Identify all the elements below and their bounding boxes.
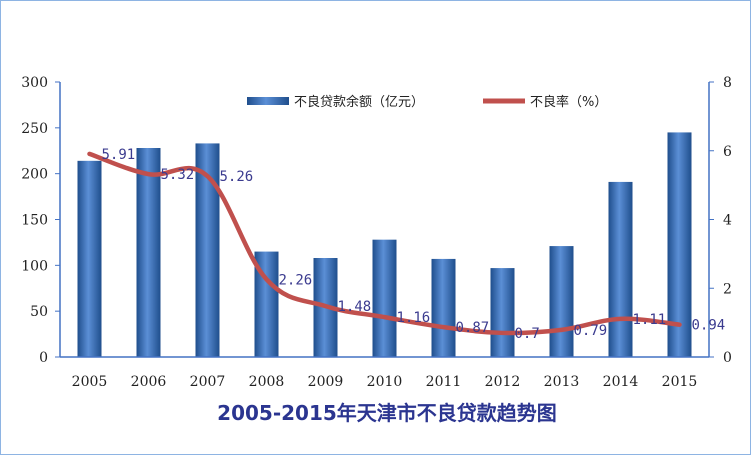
x-tick-label-2011: 2011 (426, 374, 462, 390)
line-data-label-2005: 5.91 (102, 147, 136, 163)
line-data-label-2015: 0.94 (692, 318, 726, 334)
left-tick-label: 250 (21, 121, 48, 137)
line-point-2014 (619, 317, 622, 321)
line-point-2013 (560, 328, 563, 332)
line-point-2005 (88, 152, 91, 156)
left-tick-label: 100 (21, 258, 48, 274)
right-tick-label: 8 (723, 75, 732, 91)
line-data-label-2006: 5.32 (161, 167, 195, 183)
line-data-label-2010: 1.16 (397, 310, 431, 326)
right-y-axis: 0 2 4 6 8 (708, 75, 732, 366)
left-tick-label: 150 (21, 213, 48, 229)
right-tick-label: 6 (723, 144, 732, 160)
x-tick-label-2012: 2012 (485, 374, 521, 390)
line-data-labels: 5.91 5.32 5.26 2.26 1.48 1.16 0.87 0.7 0.79 1.11 0… (102, 147, 726, 342)
x-tick-label-2009: 2009 (308, 374, 344, 390)
line-series (87, 151, 682, 336)
line-point-2008 (265, 277, 268, 281)
line-npl-ratio (87, 151, 682, 336)
line-data-label-2012: 0.7 (515, 326, 540, 342)
x-tick-label-2005: 2005 (72, 374, 108, 390)
line-point-2006 (147, 172, 150, 176)
chart-title: 2005-2015年天津市不良贷款趋势图 (217, 401, 557, 425)
bar-2011 (431, 258, 456, 357)
bar-2014 (608, 181, 633, 357)
bar-2006 (136, 148, 161, 357)
line-point-2007 (206, 174, 209, 178)
bar-2005 (77, 160, 102, 357)
x-tick-label-2008: 2008 (249, 374, 285, 390)
left-tick-label: 300 (21, 75, 48, 91)
left-tick-label: 50 (30, 304, 48, 320)
legend-label-bar: 不良贷款余额（亿元） (294, 94, 424, 110)
x-tick-label-2013: 2013 (544, 374, 580, 390)
x-axis: 2005 2006 2007 2008 2009 2010 2011 2012 2013 2014… (60, 356, 709, 390)
bar-2010 (372, 239, 397, 357)
x-tick-label-2010: 2010 (367, 374, 403, 390)
right-tick-label: 0 (723, 350, 732, 366)
line-data-label-2011: 0.87 (456, 320, 490, 336)
line-data-label-2014: 1.11 (633, 312, 667, 328)
x-tick-label-2014: 2014 (603, 374, 639, 390)
line-data-label-2007: 5.26 (220, 169, 254, 185)
line-point-2015 (678, 323, 681, 327)
right-tick-label: 2 (723, 281, 732, 297)
legend-label-line: 不良率（%） (530, 94, 607, 110)
legend: 不良贷款余额（亿元） 不良率（%） (247, 94, 607, 110)
left-y-axis: 0 50 100 150 200 250 300 (21, 75, 61, 366)
bar-2012 (490, 268, 515, 357)
right-tick-label: 4 (723, 213, 732, 229)
legend-swatch-bar (247, 97, 289, 105)
line-data-label-2009: 1.48 (338, 299, 372, 315)
left-tick-label: 200 (21, 167, 48, 183)
left-tick-label: 0 (39, 350, 48, 366)
line-point-2011 (442, 325, 445, 329)
x-tick-label-2007: 2007 (190, 374, 226, 390)
line-point-2010 (383, 315, 386, 319)
x-tick-label-2006: 2006 (131, 374, 167, 390)
line-point-2012 (501, 331, 504, 335)
line-data-label-2013: 0.79 (574, 323, 608, 339)
line-data-label-2008: 2.26 (279, 272, 313, 288)
bar-2013 (549, 246, 574, 357)
x-tick-label-2015: 2015 (662, 374, 698, 390)
bar-2015 (667, 132, 692, 357)
line-point-2009 (324, 304, 327, 308)
